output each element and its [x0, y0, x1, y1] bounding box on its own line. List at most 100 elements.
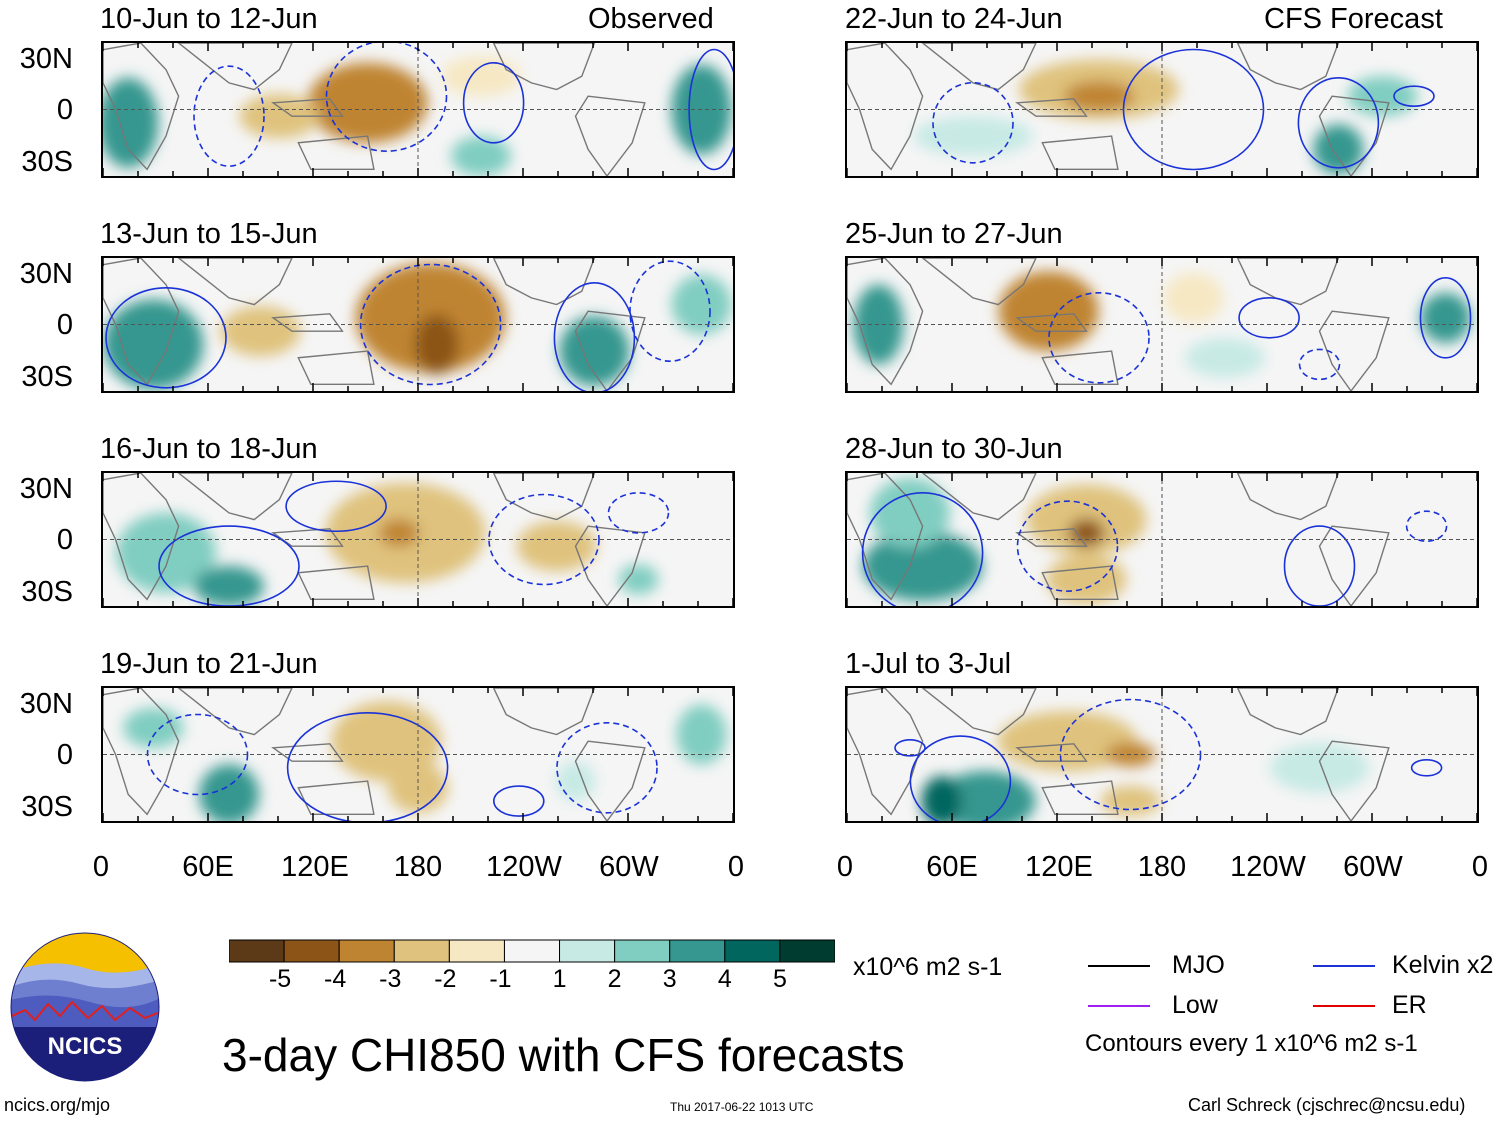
- lat-label-eq: 0: [56, 524, 73, 556]
- colorbar-tick-label: -1: [489, 965, 512, 993]
- colorbar-swatch: [669, 939, 726, 963]
- coastline: [921, 473, 1037, 521]
- colorbar-tick-label: -5: [268, 965, 292, 993]
- lon-label-0: 0: [92, 851, 110, 883]
- anomaly-shading: [414, 314, 459, 375]
- lon-label-60w: 60W: [1343, 851, 1403, 883]
- map-canvas: [847, 43, 1477, 176]
- anomaly-shading: [913, 116, 1033, 157]
- lat-label-30s: 30S: [21, 361, 73, 393]
- kelvin-contour: [629, 260, 711, 363]
- lon-label-0: 0: [1471, 851, 1489, 883]
- anomaly-shading: [1420, 292, 1471, 343]
- lat-label-30n: 30N: [19, 473, 73, 505]
- map-canvas: [103, 258, 733, 391]
- column-header-forecast: CFS Forecast: [1264, 3, 1443, 35]
- anomaly-shading: [441, 56, 521, 97]
- lon-label-60e: 60E: [182, 851, 234, 883]
- lon-label-60w: 60W: [599, 851, 659, 883]
- anomaly-shading: [998, 271, 1099, 352]
- legend-line-kelvin: [1313, 965, 1375, 967]
- kelvin-contour: [1393, 85, 1435, 108]
- panel-title-obs-2: 13-Jun to 15-Jun: [100, 218, 318, 250]
- anomaly-shading: [618, 564, 659, 595]
- kelvin-contour: [325, 43, 448, 152]
- anomaly-shading: [676, 704, 727, 765]
- panel-title-obs-1: 10-Jun to 12-Jun: [100, 3, 318, 35]
- kelvin-contour: [1405, 510, 1448, 543]
- lat-label-30s: 30S: [21, 146, 73, 178]
- kelvin-contour: [932, 82, 1014, 164]
- kelvin-contour: [1298, 348, 1341, 381]
- footer-timestamp: Thu 2017-06-22 1013 UTC: [670, 1100, 814, 1114]
- panel-title-obs-4: 19-Jun to 21-Jun: [100, 648, 318, 680]
- colorbar-swatch: [503, 939, 561, 963]
- lat-label-eq: 0: [56, 309, 73, 341]
- coastline: [1015, 743, 1088, 762]
- colorbar-swatch: [559, 939, 616, 963]
- kelvin-contour: [1283, 525, 1356, 606]
- coastline: [921, 43, 1037, 91]
- map-panel-fc-2: [845, 256, 1479, 393]
- coastline: [103, 258, 180, 386]
- coastline: [177, 473, 293, 521]
- lat-label-30s: 30S: [21, 791, 73, 823]
- legend-line-low: [1088, 1005, 1150, 1007]
- kelvin-contour: [861, 492, 984, 606]
- colorbar-swatch: [779, 939, 835, 963]
- kelvin-contour: [553, 282, 636, 391]
- coastline: [492, 688, 596, 736]
- lon-label-0: 0: [836, 851, 854, 883]
- anomaly-shading: [103, 299, 204, 390]
- colorbar-swatch: [724, 939, 781, 963]
- kelvin-contour: [492, 785, 545, 817]
- coastline: [271, 313, 344, 332]
- colorbar-swatch: [448, 939, 505, 963]
- colorbar: [229, 939, 835, 963]
- kelvin-contour: [285, 480, 387, 533]
- map-canvas: [103, 43, 733, 176]
- anomaly-shading: [1163, 272, 1224, 323]
- coastline: [177, 258, 293, 306]
- lon-label-0: 0: [727, 851, 745, 883]
- map-canvas: [847, 688, 1477, 821]
- coastline: [103, 473, 180, 601]
- units-label: x10^6 m2 s-1: [853, 953, 1003, 981]
- lon-label-120e: 120E: [281, 851, 349, 883]
- map-panel-fc-1: [845, 41, 1479, 178]
- map-panel-fc-3: [845, 471, 1479, 608]
- colorbar-swatch: [338, 939, 395, 963]
- footer-site-link[interactable]: ncics.org/mjo: [4, 1095, 111, 1115]
- lon-label-120e: 120E: [1025, 851, 1093, 883]
- coastline: [1318, 740, 1390, 821]
- kelvin-contour: [1419, 277, 1472, 359]
- coastline: [1318, 525, 1390, 606]
- kelvin-contour: [286, 712, 449, 821]
- anomaly-shading: [1185, 337, 1265, 378]
- legend-label-er: ER: [1392, 991, 1427, 1019]
- colorbar-swatch: [229, 939, 285, 963]
- colorbar-swatch: [283, 939, 340, 963]
- lat-label-30s: 30S: [21, 576, 73, 608]
- anomaly-shading: [1269, 742, 1370, 793]
- map-panel-obs-1: [101, 41, 735, 178]
- coastline: [177, 688, 293, 736]
- colorbar-tick-label: 2: [607, 965, 622, 993]
- colorbar-tick-label: -3: [379, 965, 402, 993]
- map-panel-obs-2: [101, 256, 735, 393]
- coastline: [1236, 258, 1340, 306]
- lat-label-eq: 0: [56, 739, 73, 771]
- map-panel-fc-4: [845, 686, 1479, 823]
- coastline: [1236, 688, 1340, 736]
- kelvin-contour: [105, 287, 227, 389]
- anomaly-shading: [1100, 786, 1161, 817]
- coastline: [1236, 473, 1340, 521]
- map-panel-obs-4: [101, 686, 735, 823]
- coastline: [921, 258, 1037, 306]
- anomaly-shading: [516, 521, 597, 572]
- coastline: [574, 740, 646, 821]
- ncics-logo: NCICS: [10, 932, 160, 1082]
- anomaly-shading: [194, 566, 264, 606]
- map-canvas: [103, 473, 733, 606]
- coastline: [574, 310, 646, 391]
